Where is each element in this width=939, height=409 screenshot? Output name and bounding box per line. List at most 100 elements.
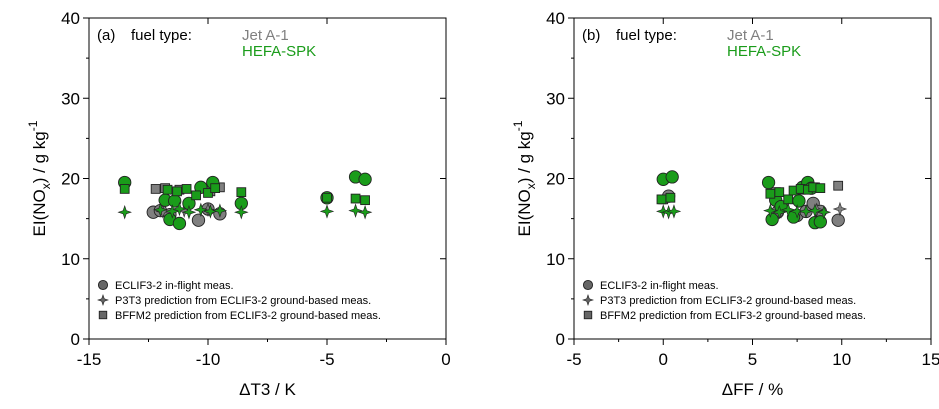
data-point	[763, 203, 778, 218]
panel-label: (b)	[582, 27, 600, 44]
data-point	[350, 193, 361, 204]
data-point	[117, 204, 132, 220]
data-point	[813, 215, 827, 229]
data-point	[357, 204, 373, 220]
legend-marker-square	[98, 310, 108, 320]
panel-label: (a)	[97, 27, 115, 44]
y-label-part: EI(NO	[515, 189, 534, 236]
legend-label: BFFM2 prediction from ECLIF3-2 ground-ba…	[600, 310, 866, 322]
y-label-subscript: x	[39, 183, 53, 189]
fuel-entry-hefa-spk: HEFA-SPK	[727, 43, 801, 60]
y-tick-label: 40	[546, 9, 565, 28]
data-point	[210, 183, 221, 194]
y-label-part: ) / g kg	[515, 131, 534, 183]
series-hefa-spk-star	[656, 202, 832, 220]
data-point	[119, 184, 130, 194]
legend-marker-circle	[582, 279, 594, 291]
data-point	[815, 183, 826, 194]
y-tick-label: 10	[61, 250, 80, 269]
data-point	[807, 203, 823, 218]
data-point	[358, 172, 372, 186]
legend-marker-star	[97, 294, 109, 306]
data-point	[319, 204, 335, 219]
data-point	[172, 186, 182, 197]
data-point	[665, 170, 679, 184]
x-axis-label: ΔT3 / K	[239, 380, 296, 399]
x-tick-label: -15	[77, 350, 102, 369]
data-point	[162, 184, 173, 195]
x-tick-label: 0	[659, 350, 668, 369]
y-axis-label: EI(NOx) / g kg-1	[26, 120, 53, 236]
y-label-superscript: -1	[26, 120, 40, 131]
legend-label: P3T3 prediction from ECLIF3-2 ground-bas…	[600, 295, 856, 307]
data-point	[236, 187, 247, 198]
legend-marker-star	[582, 294, 594, 306]
series-hefa-spk-circle	[118, 170, 372, 231]
data-point	[665, 192, 676, 203]
x-tick-label: 5	[748, 350, 757, 369]
data-point	[150, 184, 161, 194]
y-tick-label: 30	[546, 89, 565, 108]
fuel-type-label: fuel type:	[616, 27, 677, 44]
x-tick-label: 15	[922, 350, 939, 369]
data-point	[234, 204, 249, 220]
data-point	[765, 188, 776, 199]
data-point	[832, 201, 848, 217]
y-tick-label: 0	[71, 330, 80, 349]
panel-a: 0 10 20 30 40 -15 -10 -5 0 ΔT3 / K EI(NOx) / g kg-…	[26, 9, 451, 399]
y-tick-label: 10	[546, 250, 565, 269]
y-label-subscript: x	[524, 183, 538, 189]
data-point	[165, 204, 180, 219]
data-point	[792, 194, 806, 208]
legend: ECLIF3-2 in-flight meas. P3T3 prediction …	[97, 279, 381, 322]
data-point	[789, 204, 805, 219]
x-tick-label: -5	[319, 350, 334, 369]
data-point	[761, 175, 776, 190]
data-point	[181, 184, 192, 194]
data-point	[783, 194, 794, 205]
y-tick-label: 20	[61, 170, 80, 189]
x-tick-label: -10	[196, 350, 221, 369]
data-point	[212, 203, 228, 218]
data-point	[666, 204, 682, 219]
data-point	[191, 213, 206, 227]
x-tick-label: -5	[566, 350, 581, 369]
data-point	[656, 204, 671, 219]
data-point	[322, 192, 332, 203]
data-point	[765, 212, 779, 227]
data-point	[780, 202, 796, 218]
data-point	[656, 194, 667, 205]
series-hefa-spk-star	[117, 201, 373, 220]
data-point	[833, 180, 844, 191]
legend-marker-circle	[97, 279, 109, 291]
data-point	[193, 202, 209, 218]
data-point	[181, 204, 197, 220]
x-tick-label: 10	[832, 350, 851, 369]
data-point	[172, 201, 187, 217]
y-label-part: ) / g kg	[30, 131, 49, 183]
legend-label: ECLIF3-2 in-flight meas.	[600, 280, 719, 292]
data-point	[348, 203, 363, 218]
legend-label: BFFM2 prediction from ECLIF3-2 ground-ba…	[115, 310, 381, 322]
data-point	[831, 213, 845, 227]
data-point	[172, 216, 187, 231]
series-hefa-spk-square	[656, 182, 826, 205]
y-tick-label: 0	[556, 330, 565, 349]
legend-label: P3T3 prediction from ECLIF3-2 ground-bas…	[115, 295, 371, 307]
y-tick-label: 30	[61, 89, 80, 108]
data-point	[772, 204, 787, 220]
legend: ECLIF3-2 in-flight meas. P3T3 prediction …	[582, 279, 866, 322]
data-point	[360, 195, 370, 206]
y-tick-label: 20	[546, 170, 565, 189]
data-point	[774, 187, 785, 198]
legend-marker-square	[583, 310, 593, 320]
data-point	[153, 202, 168, 218]
y-label-superscript: -1	[511, 120, 525, 131]
y-tick-label: 40	[61, 9, 80, 28]
fuel-entry-hefa-spk: HEFA-SPK	[242, 43, 316, 60]
series-hefa-spk-square	[119, 183, 370, 206]
x-tick-label: 0	[441, 350, 450, 369]
